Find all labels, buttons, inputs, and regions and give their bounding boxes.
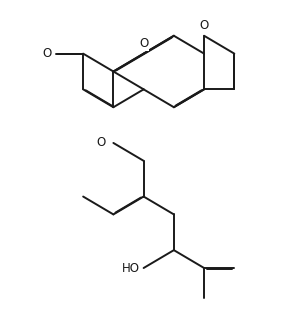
Text: O: O (200, 19, 209, 32)
Text: O: O (96, 137, 106, 149)
Text: O: O (139, 36, 148, 49)
Text: HO: HO (122, 262, 139, 275)
Text: O: O (42, 47, 52, 60)
